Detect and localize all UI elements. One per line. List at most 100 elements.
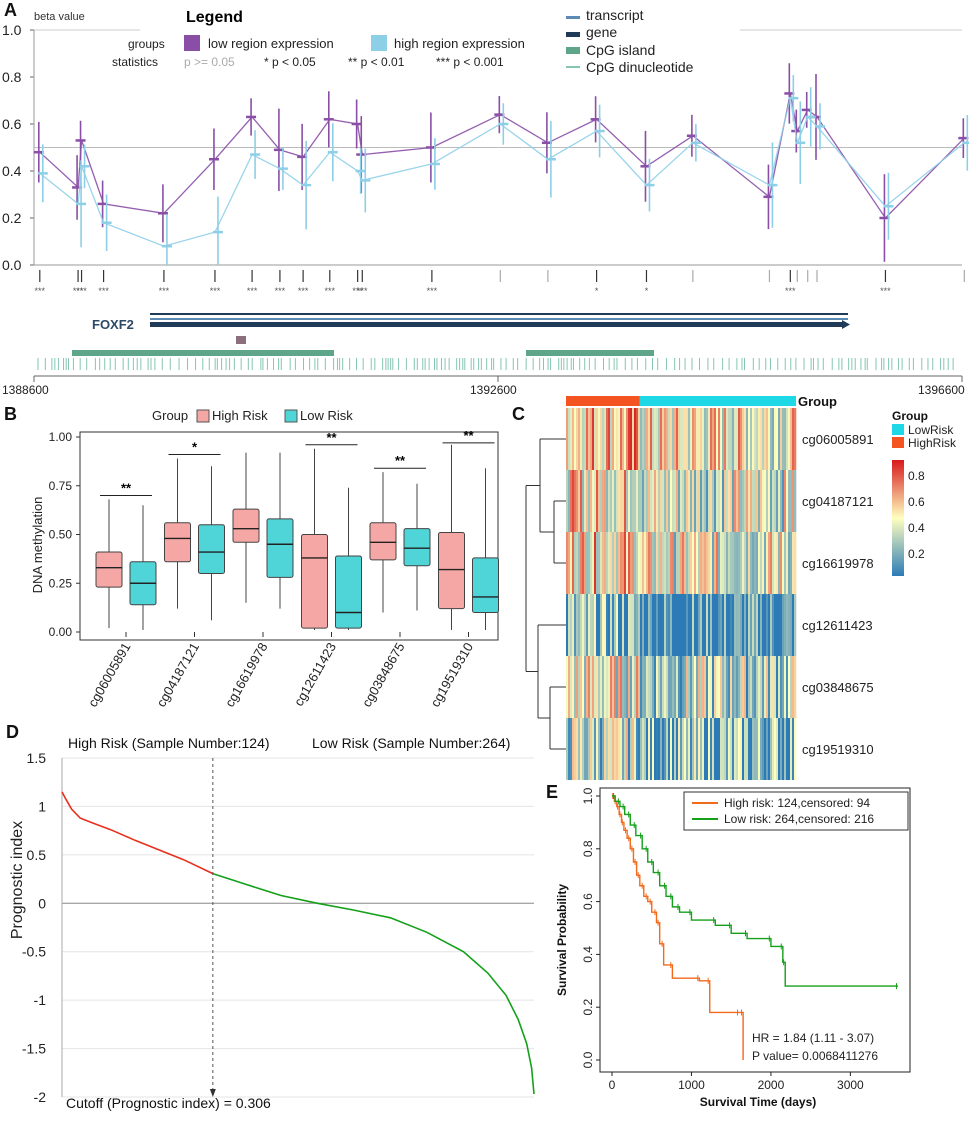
c-cell: [686, 718, 689, 780]
b-sig-label: **: [395, 453, 406, 468]
a-significance: *: [595, 286, 599, 296]
c-cell: [634, 594, 637, 656]
c-cell: [744, 470, 747, 532]
c-row-label: cg04187121: [802, 494, 874, 509]
c-cell: [756, 718, 759, 780]
panel-d-ylabel: Prognostic index: [9, 821, 26, 939]
a-series-line-low: [39, 93, 965, 220]
c-cell: [794, 470, 797, 532]
panel-b-frame: [79, 431, 499, 641]
c-cell: [624, 408, 627, 470]
c-cell: [758, 656, 761, 718]
c-cell: [612, 470, 615, 532]
c-cell: [746, 656, 749, 718]
c-cell: [700, 408, 703, 470]
c-cell: [650, 532, 653, 594]
c-cell: [608, 408, 611, 470]
c-cell: [748, 470, 751, 532]
c-cell: [622, 594, 625, 656]
c-cell: [662, 532, 665, 594]
c-cell: [776, 470, 779, 532]
scale-label-0.2: 0.2: [908, 547, 925, 561]
c-cell: [788, 408, 791, 470]
c-cell: [668, 718, 671, 780]
c-cell: [746, 470, 749, 532]
c-cell: [690, 408, 693, 470]
c-cell: [756, 532, 759, 594]
c-cell: [602, 408, 605, 470]
c-cell: [614, 532, 617, 594]
c-cell: [720, 718, 723, 780]
c-cell: [712, 408, 715, 470]
c-cell: [642, 470, 645, 532]
c-cell: [600, 408, 603, 470]
c-cell: [660, 594, 663, 656]
d-cutoff-arrow-icon: [209, 1089, 216, 1097]
c-cell: [744, 718, 747, 780]
c-cell: [616, 408, 619, 470]
c-cell: [650, 408, 653, 470]
c-cell: [722, 594, 725, 656]
c-cell: [658, 470, 661, 532]
c-cell: [578, 594, 581, 656]
c-cell: [612, 408, 615, 470]
cpg-island-1: [72, 350, 334, 356]
c-cell: [616, 594, 619, 656]
c-cell: [738, 408, 741, 470]
c-cell: [752, 408, 755, 470]
c-cell: [716, 656, 719, 718]
c-cell: [764, 470, 767, 532]
c-cell: [634, 656, 637, 718]
c-cell: [762, 470, 765, 532]
c-cell: [576, 470, 579, 532]
b-box: [198, 524, 225, 574]
c-cell: [750, 718, 753, 780]
c-cell: [576, 532, 579, 594]
c-cell: [728, 408, 731, 470]
c-cell: [572, 656, 575, 718]
c-row-cg12611423: [566, 594, 797, 656]
c-cell: [620, 408, 623, 470]
c-cell: [686, 594, 689, 656]
c-cell: [696, 408, 699, 470]
c-cell: [746, 408, 749, 470]
c-cell: [784, 656, 787, 718]
c-cell: [588, 532, 591, 594]
c-cell: [568, 718, 571, 780]
c-cell: [626, 718, 629, 780]
c-cell: [644, 594, 647, 656]
c-cell: [654, 408, 657, 470]
c-cell: [770, 408, 773, 470]
c-cell: [776, 532, 779, 594]
c-cell: [670, 718, 673, 780]
c-cell: [680, 532, 683, 594]
c-cell: [706, 656, 709, 718]
c-cell: [682, 408, 685, 470]
c-cell: [584, 594, 587, 656]
c-cell: [640, 594, 643, 656]
c-cell: [782, 532, 785, 594]
c-cell: [642, 532, 645, 594]
c-row-label: cg06005891: [802, 432, 874, 447]
c-cell: [764, 656, 767, 718]
legend-low-risk-label: Low Risk: [300, 408, 353, 423]
c-cell: [782, 656, 785, 718]
c-cell: [794, 656, 797, 718]
c-cell: [770, 656, 773, 718]
c-cell: [604, 470, 607, 532]
legend-cpg-island-swatch: [566, 47, 580, 54]
c-cell: [714, 656, 717, 718]
c-cell: [598, 656, 601, 718]
c-cell: [772, 656, 775, 718]
c-cell: [726, 470, 729, 532]
legend-low-risk-swatch: [284, 409, 298, 423]
c-cell: [766, 532, 769, 594]
c-cell: [774, 532, 777, 594]
c-cell: [762, 408, 765, 470]
c-cell: [770, 594, 773, 656]
gene-arrow-icon: [842, 320, 850, 329]
c-cell: [576, 718, 579, 780]
c-cell: [710, 408, 713, 470]
c-cell: [744, 594, 747, 656]
c-cell: [656, 532, 659, 594]
